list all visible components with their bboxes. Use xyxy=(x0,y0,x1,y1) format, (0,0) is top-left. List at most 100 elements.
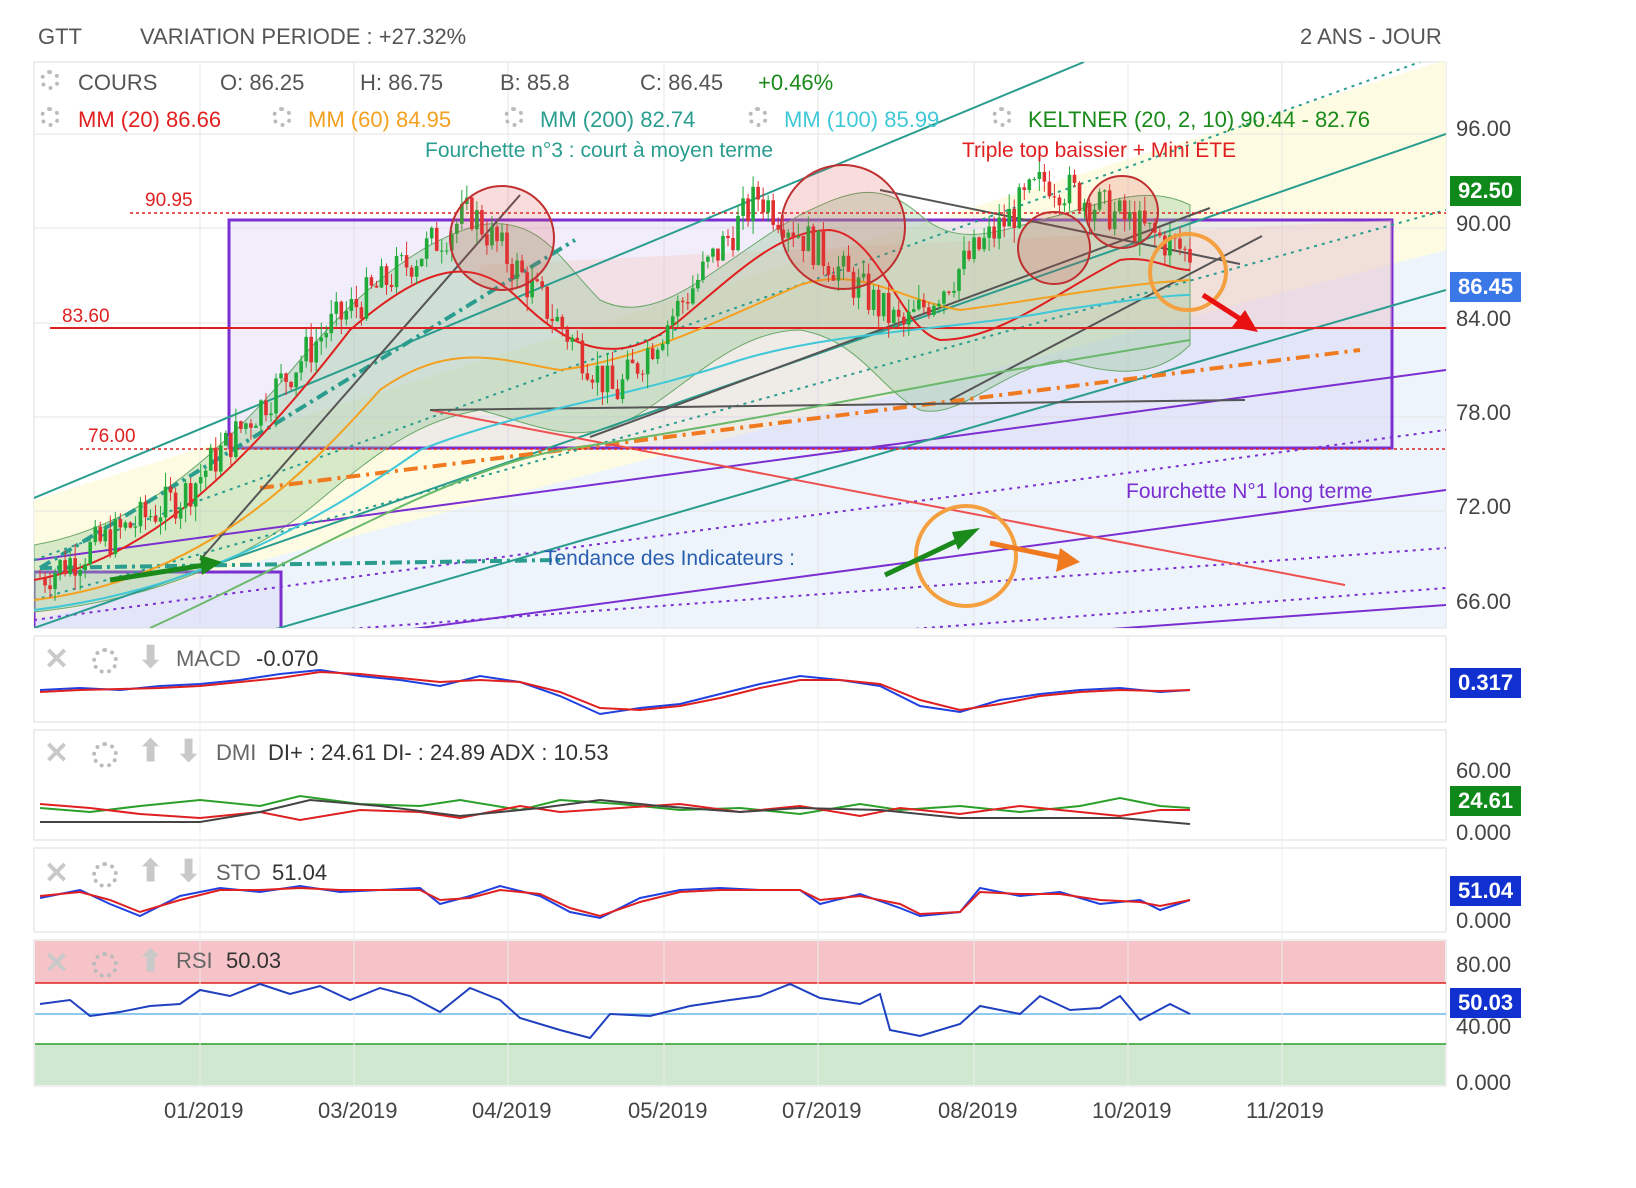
gear-mm20[interactable] xyxy=(40,107,60,133)
candle-body xyxy=(876,289,881,317)
gear-mm60[interactable] xyxy=(272,107,292,133)
close-icon[interactable]: ✕ xyxy=(44,737,70,770)
candle-body xyxy=(796,235,801,238)
fourchette-3-dotted xyxy=(34,62,1446,601)
close-icon[interactable]: ✕ xyxy=(44,857,70,890)
candle-body xyxy=(937,303,941,306)
dmi-panel-frame xyxy=(33,729,1447,841)
candle-body xyxy=(480,210,484,235)
candle-body xyxy=(555,316,560,322)
candle-body xyxy=(93,526,98,543)
candle-body xyxy=(98,526,103,542)
candle-body xyxy=(701,261,705,280)
gear-icon[interactable] xyxy=(992,107,1012,127)
gear-icon[interactable] xyxy=(92,648,118,674)
arrow-up-icon[interactable]: ⬆ xyxy=(138,945,164,978)
mm100-line xyxy=(34,294,1191,611)
candle-body xyxy=(942,291,946,304)
candle-body xyxy=(801,235,806,252)
grid-horizontal xyxy=(34,133,1446,512)
candle-body xyxy=(871,289,876,310)
arrow-up-icon[interactable]: ⬆ xyxy=(138,855,164,888)
gear-sto[interactable] xyxy=(92,862,118,893)
candle-body xyxy=(917,299,921,310)
candle-body xyxy=(384,266,389,285)
candle-body xyxy=(53,572,57,590)
gear-icon[interactable] xyxy=(748,107,768,127)
candle-body xyxy=(103,529,108,542)
arrow-down-icon[interactable]: ⬇ xyxy=(176,735,202,768)
sto-y-tick: 0.000 xyxy=(1456,908,1512,933)
gear-keltner[interactable] xyxy=(992,107,1012,133)
gear-icon[interactable] xyxy=(92,952,118,978)
arrow-up-green-indicators xyxy=(883,528,980,578)
candle-body xyxy=(580,340,585,374)
gear-icon[interactable] xyxy=(504,107,524,127)
period-label[interactable]: 2 ANS - JOUR xyxy=(1300,24,1442,49)
candle-body xyxy=(153,516,158,522)
macd-value: -0.070 xyxy=(256,646,319,671)
arrow-down-icon[interactable]: ⬇ xyxy=(176,855,202,888)
candle-body xyxy=(414,266,419,277)
gear-icon[interactable] xyxy=(272,107,292,127)
close-icon[interactable]: ✕ xyxy=(44,947,70,980)
gear-mm200[interactable] xyxy=(504,107,524,133)
arrow-up-icon[interactable]: ⬆ xyxy=(138,735,164,768)
candle-body xyxy=(585,373,590,380)
sto-d-line xyxy=(39,886,1191,918)
candle-body xyxy=(118,519,123,528)
close-icon[interactable]: ✕ xyxy=(44,643,70,676)
gear-mm100[interactable] xyxy=(748,107,768,133)
mm200-label: MM (200) 82.74 xyxy=(540,107,696,132)
candle-body xyxy=(1082,202,1087,212)
candle-body xyxy=(655,349,660,360)
arrow-down-icon[interactable]: ⬇ xyxy=(138,641,164,674)
candle-body xyxy=(731,238,735,251)
candle-body xyxy=(304,336,308,362)
candle-body xyxy=(1062,203,1067,206)
rsi-y-tick: 40.00 xyxy=(1456,1014,1512,1039)
pattern-lines xyxy=(199,189,1263,561)
candle-body xyxy=(349,299,354,311)
candle-body xyxy=(761,199,765,213)
candle-body xyxy=(1178,238,1182,249)
candle-body xyxy=(675,300,680,317)
candle-body xyxy=(229,432,233,458)
candle-body xyxy=(972,237,976,259)
candle-body xyxy=(259,400,263,426)
candle-body xyxy=(696,279,700,289)
gear-icon[interactable] xyxy=(40,70,60,90)
candle-body xyxy=(806,226,811,252)
gear-macd[interactable] xyxy=(92,648,118,679)
candle-body xyxy=(500,232,504,242)
candle-body xyxy=(505,232,509,264)
candle-body xyxy=(535,279,539,282)
candle-body xyxy=(324,333,329,338)
candle-body xyxy=(294,372,298,388)
candle-body xyxy=(379,266,384,288)
candle-body xyxy=(791,232,796,238)
gear-icon[interactable] xyxy=(40,107,60,127)
red-decline-line xyxy=(429,409,1346,586)
gear-icon[interactable] xyxy=(92,862,118,888)
gear-rsi[interactable] xyxy=(92,952,118,983)
change-value: +0.46% xyxy=(758,70,834,95)
mm20-line xyxy=(34,228,1191,581)
gear-icon[interactable] xyxy=(92,742,118,768)
fourchette-1-dotted xyxy=(34,429,1446,628)
candle-body xyxy=(615,388,620,400)
candle-body xyxy=(650,348,655,360)
candle-body xyxy=(691,288,695,304)
candle-body xyxy=(279,373,283,379)
candle-body xyxy=(967,250,971,259)
candle-body xyxy=(1158,232,1162,236)
macd-signal-line xyxy=(39,670,1191,712)
candle-body xyxy=(610,365,615,389)
dmi-y-tick: 60.00 xyxy=(1456,758,1512,783)
candle-body xyxy=(706,256,710,262)
candle-body xyxy=(88,542,93,565)
candle-body xyxy=(239,421,243,429)
candle-body xyxy=(645,348,650,375)
candle-body xyxy=(168,486,173,493)
gear-dmi[interactable] xyxy=(92,742,118,773)
